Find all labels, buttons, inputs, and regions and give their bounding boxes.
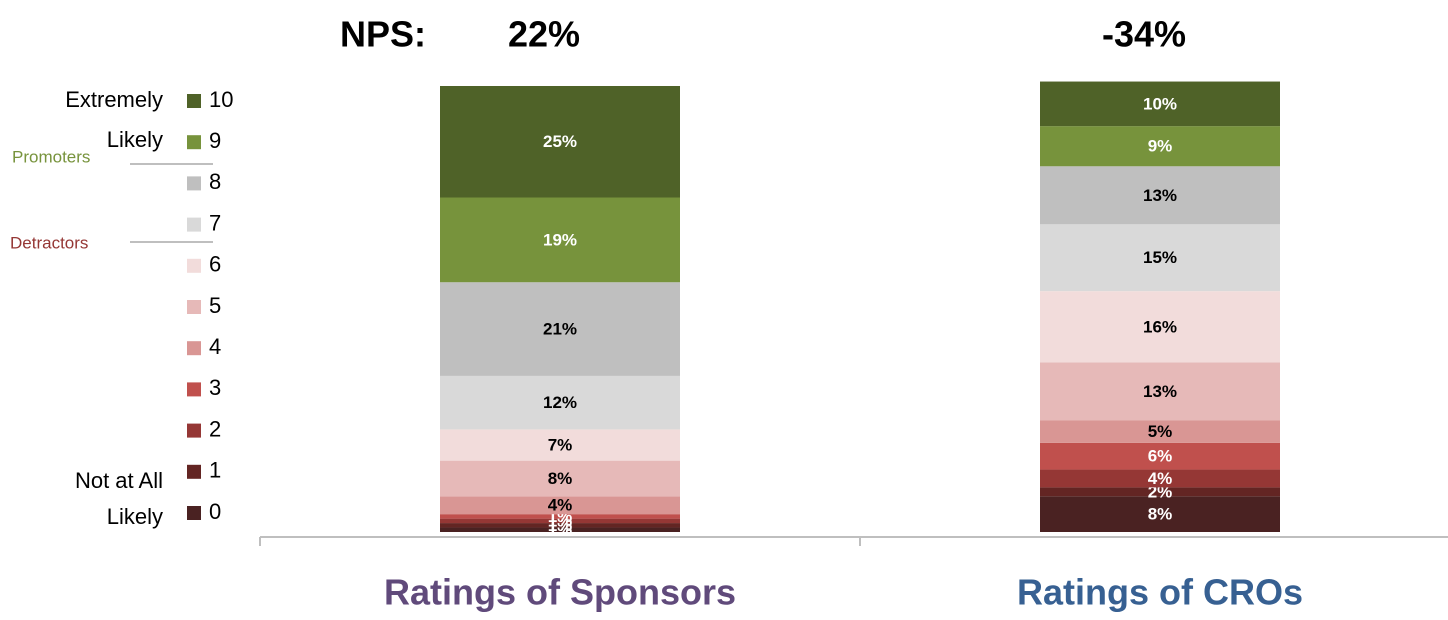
segment-label: 4% <box>548 496 573 515</box>
legend-swatch <box>187 506 201 520</box>
bar-segment <box>1040 81 1280 127</box>
legend-swatch <box>187 341 201 356</box>
segment-label: 8% <box>1148 505 1173 524</box>
legend-label: 8 <box>209 169 221 194</box>
bar-segment <box>440 496 680 515</box>
segment-label: 9% <box>1148 137 1173 156</box>
segment-label: 10% <box>1143 94 1177 113</box>
legend-swatch <box>187 423 201 438</box>
bar-segment <box>1040 496 1280 532</box>
legend-swatch <box>187 176 201 191</box>
segment-label: 6% <box>1148 447 1173 466</box>
legend-label: 10 <box>209 87 233 112</box>
legend-label: 7 <box>209 210 221 235</box>
nps-value: -34% <box>1102 14 1186 55</box>
bar-segment <box>1040 420 1280 443</box>
legend-swatch <box>187 300 201 314</box>
legend-label: 4 <box>209 334 221 359</box>
bar-segment <box>1040 224 1280 292</box>
category-label: Ratings of Sponsors <box>384 572 736 613</box>
legend-end-label: Not at All Likely <box>75 468 163 529</box>
legend-swatch <box>187 217 201 232</box>
segment-label: 13% <box>1143 382 1177 401</box>
segment-label: 8% <box>548 469 573 488</box>
bar-segment <box>1040 487 1280 497</box>
legend-label: 6 <box>209 252 221 277</box>
bar-segment <box>440 282 680 376</box>
detractors-label: Detractors <box>10 233 88 252</box>
segment-label: 12% <box>543 393 577 412</box>
category-label: Ratings of CROs <box>1017 572 1303 613</box>
legend-label: 2 <box>209 416 221 441</box>
segment-label: 5% <box>1148 422 1173 441</box>
segment-label: 25% <box>543 132 577 151</box>
bar-segment <box>1040 469 1280 488</box>
legend-swatch <box>187 382 201 397</box>
segment-label: 4% <box>1148 469 1173 488</box>
bar-segment <box>440 527 680 532</box>
segment-label: 16% <box>1143 317 1177 336</box>
bar-segment <box>440 518 680 524</box>
segment-label: 7% <box>548 436 573 455</box>
bar-segment <box>440 514 680 519</box>
bar-segment <box>1040 126 1280 167</box>
bar-segment <box>1040 291 1280 363</box>
legend-label: 1 <box>209 458 221 483</box>
bar-segment <box>1040 166 1280 225</box>
legend-label: 5 <box>209 293 221 318</box>
segment-label: 15% <box>1143 248 1177 267</box>
legend-label: 3 <box>209 375 221 400</box>
segment-label: 13% <box>1143 186 1177 205</box>
bar-segment <box>440 523 680 528</box>
nps-value: 22% <box>508 14 580 55</box>
bar-segment <box>1040 362 1280 421</box>
legend-swatch <box>187 464 201 479</box>
legend-label: 9 <box>209 128 221 153</box>
segment-label: 21% <box>543 320 577 339</box>
legend-swatch <box>187 135 201 150</box>
bar-segment <box>440 375 680 430</box>
legend-swatch <box>187 258 201 273</box>
bar-segment <box>440 86 680 198</box>
promoters-label: Promoters <box>12 147 90 166</box>
legend-label: 0 <box>209 499 221 524</box>
nps-title: NPS: <box>340 14 426 55</box>
bar-segment <box>1040 442 1280 470</box>
legend-swatch <box>187 94 201 108</box>
segment-label: 19% <box>543 230 577 249</box>
legend-end-label: Extremely Likely <box>65 87 163 152</box>
bar-segment <box>440 429 680 461</box>
bar-segment <box>440 460 680 497</box>
bar-segment <box>440 197 680 283</box>
